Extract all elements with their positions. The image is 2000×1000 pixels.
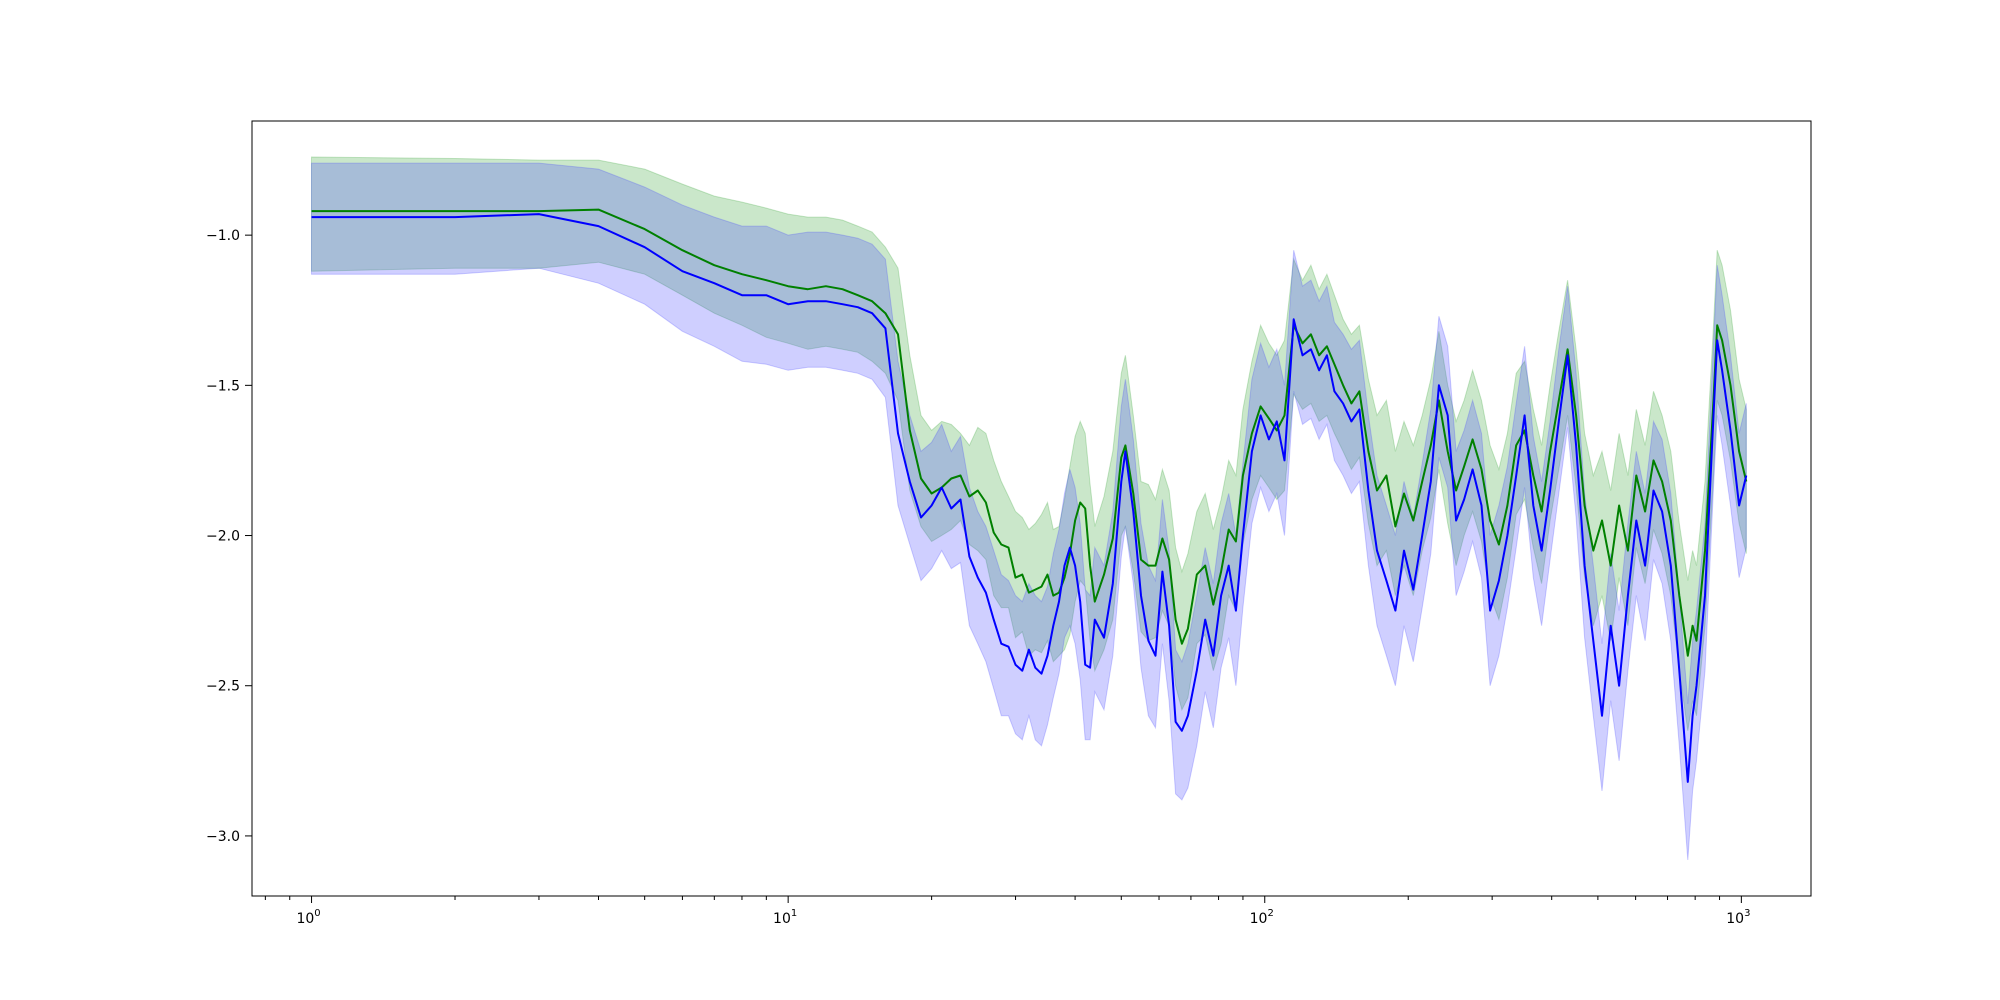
series-group bbox=[311, 156, 1748, 861]
y-tick-label: −1.5 bbox=[206, 378, 240, 394]
x-tick-label-exponent: 2 bbox=[1267, 908, 1273, 919]
x-tick-label-base: 10 bbox=[1726, 911, 1744, 927]
x-tick-label-exponent: 1 bbox=[791, 908, 797, 919]
y-tick-label: −1.0 bbox=[206, 228, 240, 244]
x-tick-label-base: 10 bbox=[773, 911, 791, 927]
x-axis: 100 101 102 103 bbox=[264, 896, 1750, 927]
series-0-band bbox=[311, 156, 1747, 731]
y-tick-label: −3.0 bbox=[206, 829, 240, 845]
x-tick-label-base: 10 bbox=[296, 911, 314, 927]
y-axis: −1.0 −1.5 −2.0 −2.5 −3.0 bbox=[206, 228, 252, 845]
x-tick-label-exponent: 3 bbox=[1744, 908, 1750, 919]
x-tick-label: 103 bbox=[1726, 908, 1750, 927]
x-tick-label-exponent: 0 bbox=[314, 908, 320, 919]
x-tick-label: 100 bbox=[296, 908, 320, 927]
plot-area bbox=[311, 156, 1748, 861]
y-tick-label: −2.5 bbox=[206, 679, 240, 695]
series-1-line bbox=[311, 213, 1748, 783]
axes-frame bbox=[251, 120, 1812, 897]
y-tick-label: −2.0 bbox=[206, 529, 240, 545]
x-tick-label: 101 bbox=[773, 908, 797, 927]
x-tick-label: 102 bbox=[1250, 908, 1274, 927]
series-0-line bbox=[311, 208, 1748, 657]
x-tick-label-base: 10 bbox=[1250, 911, 1268, 927]
